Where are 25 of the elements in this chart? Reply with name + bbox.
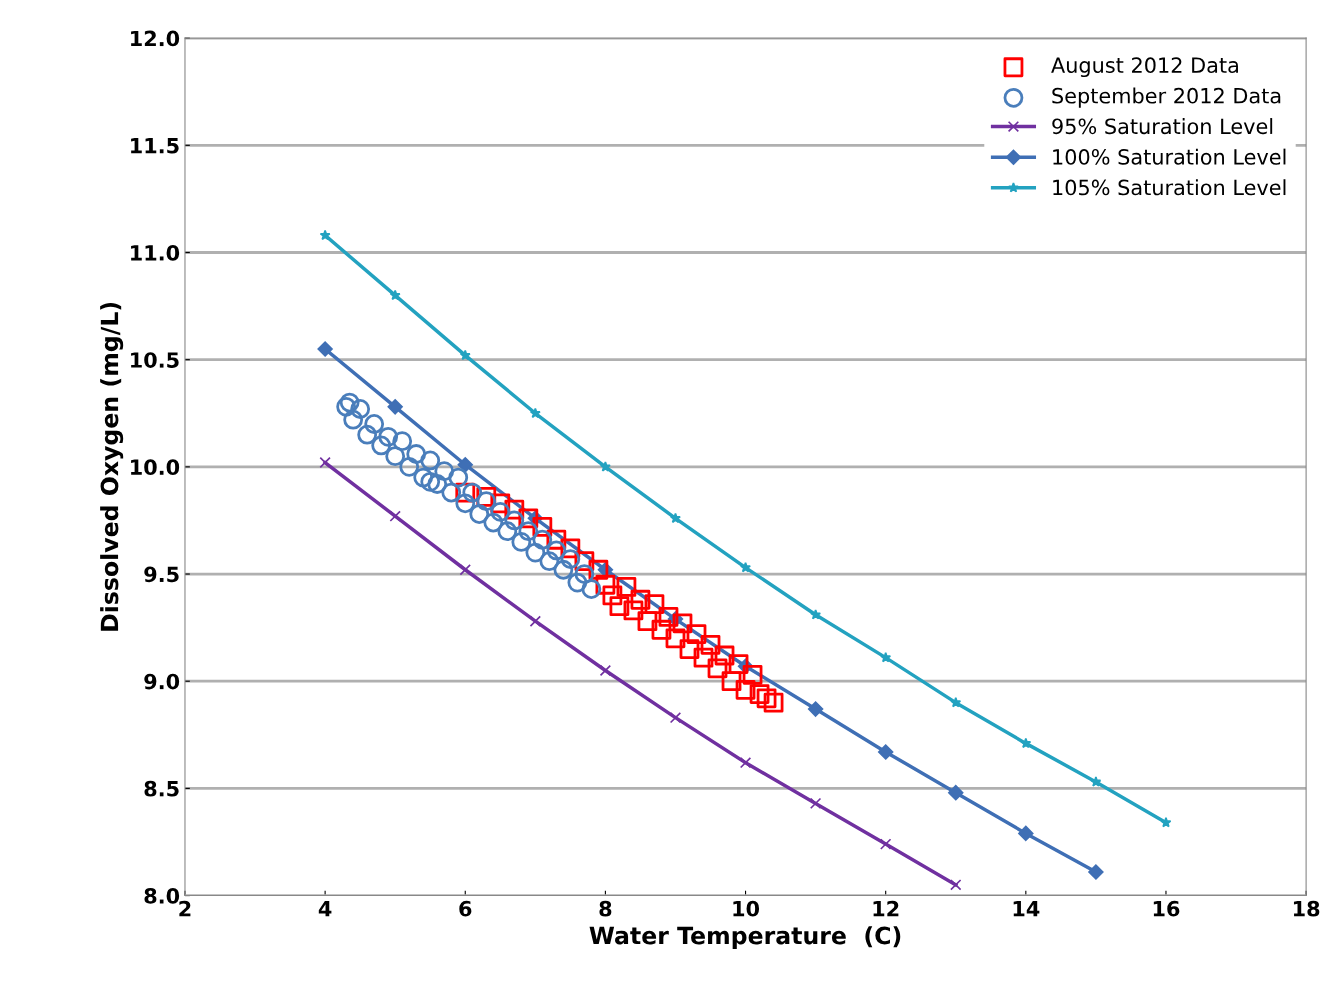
x-tick-label: 2 (179, 900, 191, 917)
y-tick-label: 8.0 (144, 888, 180, 904)
legend-label: 100% Saturation Level (1053, 148, 1286, 165)
x-tick-label: 6 (459, 900, 472, 917)
y-tick-label: 11.0 (131, 244, 180, 261)
legend-label: 105% Saturation Level (1053, 179, 1286, 196)
legend-label: 95% Saturation Level (1052, 118, 1273, 135)
y-tick-label: 10.0 (131, 459, 180, 476)
x-tick-label: 8 (599, 900, 612, 917)
y-axis-title: Dissolved Oxygen (mg/L) (100, 302, 124, 631)
x-tick-label: 12 (873, 900, 899, 917)
y-tick-label: 11.5 (131, 138, 179, 154)
y-tick-label: 9.5 (144, 566, 179, 583)
x-tick-label: 4 (318, 901, 332, 917)
x-axis-title: Water Temperature (C) (589, 926, 901, 949)
legend-label: August 2012 Data (1051, 57, 1238, 78)
y-tick-label: 12.0 (131, 30, 180, 47)
y-tick-label: 8.5 (144, 780, 179, 797)
y-tick-label: 9.0 (144, 673, 180, 690)
x-tick-label: 16 (1153, 900, 1180, 917)
y-tick-label: 10.5 (131, 352, 179, 368)
x-tick-label: 18 (1293, 900, 1320, 917)
x-tick-label: 14 (1013, 901, 1040, 917)
x-tick-label: 10 (733, 900, 760, 917)
legend-label: September 2012 Data (1052, 87, 1281, 108)
